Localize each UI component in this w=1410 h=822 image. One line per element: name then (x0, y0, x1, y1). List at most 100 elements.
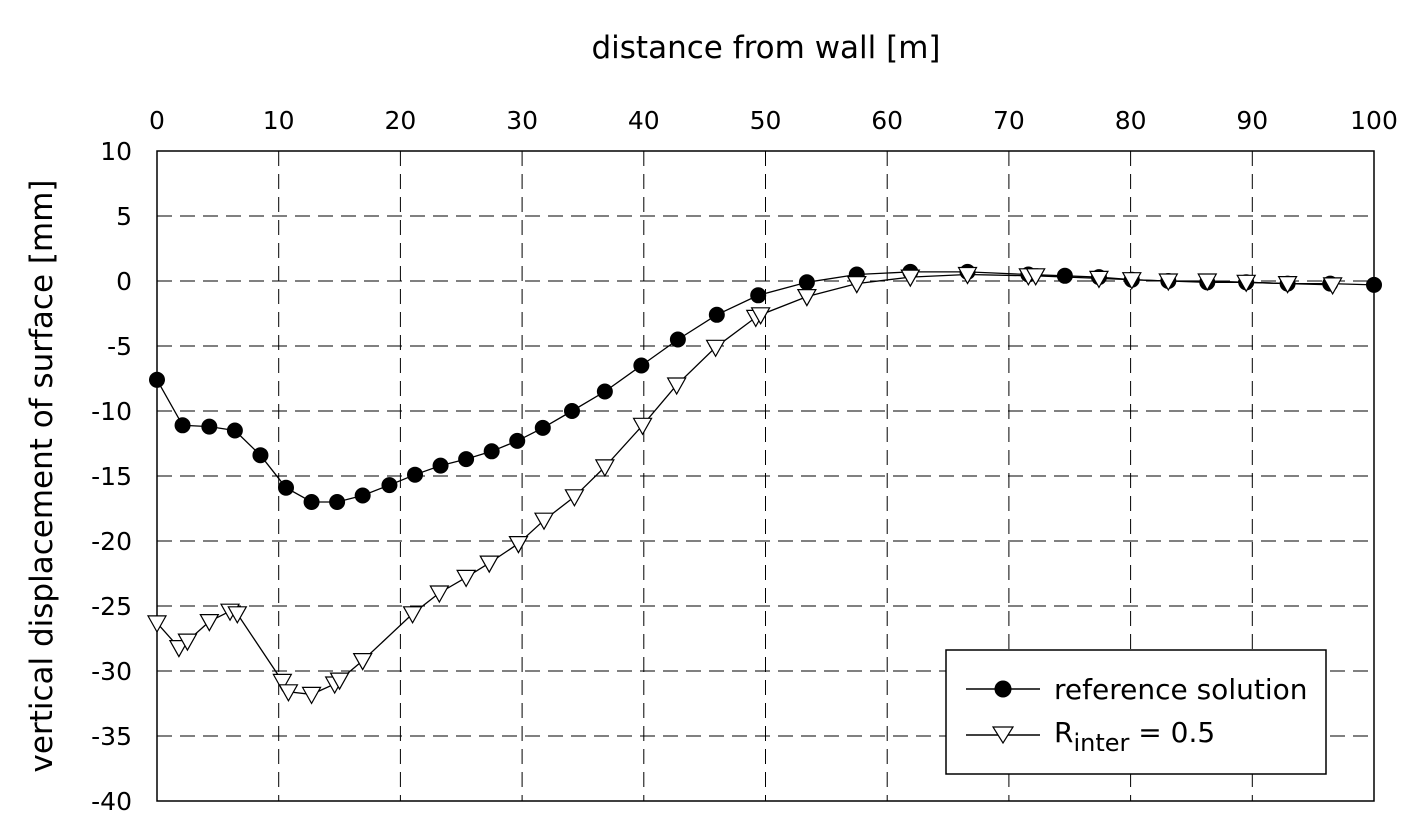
data-point (458, 451, 475, 468)
data-point (303, 494, 320, 510)
y-tick-label: 5 (116, 202, 132, 231)
legend-marker-rinter (991, 726, 1015, 745)
data-point (227, 606, 248, 625)
data-point (509, 432, 526, 449)
y-tick-label: -40 (91, 787, 132, 816)
data-point (252, 447, 269, 464)
data-point (564, 489, 585, 508)
data-point (381, 477, 398, 494)
x-tick-label: 70 (993, 106, 1025, 135)
data-point (669, 331, 686, 348)
data-point (168, 640, 189, 658)
x-tick-label: 0 (149, 106, 165, 135)
legend-label-rinter-main: R (1054, 716, 1073, 749)
x-tick-label: 90 (1236, 106, 1268, 135)
series-layer (146, 263, 1382, 705)
data-point (177, 633, 198, 652)
x-axis-title: distance from wall [m] (591, 30, 940, 66)
data-point (329, 494, 346, 510)
data-point (708, 306, 725, 323)
data-point (1322, 277, 1343, 296)
data-point (705, 339, 726, 358)
x-tick-label: 100 (1350, 106, 1398, 135)
data-point (174, 417, 191, 434)
data-point (456, 569, 477, 588)
data-point (796, 289, 817, 307)
data-point (278, 479, 295, 496)
legend-marker-reference (994, 680, 1012, 698)
legend: reference solution Rinter = 0.5 (945, 649, 1327, 775)
legend-box (945, 649, 1327, 775)
y-axis-title: vertical displacement of surface [mm] (24, 180, 60, 773)
legend-label-rinter-rest: = 0.5 (1129, 716, 1215, 749)
data-point (301, 686, 322, 705)
x-tick-label: 80 (1115, 106, 1147, 135)
data-point (534, 419, 551, 436)
data-point (900, 269, 921, 288)
x-tick-label: 30 (506, 106, 538, 135)
data-point (594, 459, 615, 478)
data-point (1197, 273, 1218, 292)
data-point (1056, 267, 1073, 284)
data-point (352, 653, 373, 671)
data-point (1158, 273, 1179, 292)
data-point (402, 606, 423, 625)
y-tick-label: -5 (107, 332, 132, 361)
data-point (750, 307, 771, 326)
legend-label-rinter: Rinter = 0.5 (1054, 716, 1215, 757)
data-point (508, 536, 529, 554)
data-point (1025, 268, 1046, 287)
data-point (429, 585, 450, 604)
x-tick-label: 40 (628, 106, 660, 135)
y-tick-label: -10 (91, 397, 132, 426)
data-point (149, 371, 165, 388)
x-tick-label: 60 (871, 106, 903, 135)
data-point (479, 555, 500, 574)
y-tick-label: -25 (91, 592, 132, 621)
data-point (201, 418, 218, 435)
data-point (1088, 270, 1109, 289)
data-point (272, 673, 293, 692)
series-line (156, 273, 1333, 696)
data-point (1121, 272, 1142, 290)
y-tick-label: 0 (116, 267, 132, 296)
legend-label-reference: reference solution (1054, 673, 1307, 706)
data-point (666, 377, 687, 396)
y-tick-label: -15 (91, 462, 132, 491)
data-point (633, 357, 650, 374)
data-point (1366, 276, 1382, 293)
data-point (354, 487, 371, 504)
y-tick-label: 10 (100, 137, 132, 166)
x-tick-label: 50 (750, 106, 782, 135)
data-point (533, 512, 555, 531)
data-point (278, 684, 299, 703)
legend-label-rinter-sub: inter (1073, 729, 1129, 757)
data-point (563, 403, 580, 419)
plot-frame (156, 150, 1375, 802)
data-point (432, 457, 449, 474)
series-reference-solution (149, 263, 1382, 510)
data-point (596, 383, 613, 400)
data-point (632, 417, 653, 436)
x-tick-label: 10 (263, 106, 295, 135)
series-rinter-0-5 (146, 266, 1343, 705)
x-tick-label: 20 (384, 106, 416, 135)
data-point (483, 443, 500, 460)
data-point (798, 274, 815, 291)
y-tick-label: -20 (91, 527, 132, 556)
y-tick-label: -30 (91, 657, 132, 686)
data-point (329, 672, 350, 691)
x-tick-labels: 0 10 20 30 40 50 60 70 80 90 100 (149, 106, 1398, 135)
y-tick-labels: 10 5 0 -5 -10 -15 -20 -25 -30 -35 -40 (91, 137, 132, 816)
data-point (1277, 276, 1298, 294)
data-point (1236, 274, 1257, 293)
data-point (226, 422, 243, 439)
data-point (846, 276, 867, 294)
data-point (199, 614, 220, 632)
y-tick-label: -35 (91, 722, 132, 751)
data-point (957, 266, 978, 285)
data-point (146, 615, 168, 634)
data-point (407, 466, 424, 483)
data-point (750, 287, 767, 304)
